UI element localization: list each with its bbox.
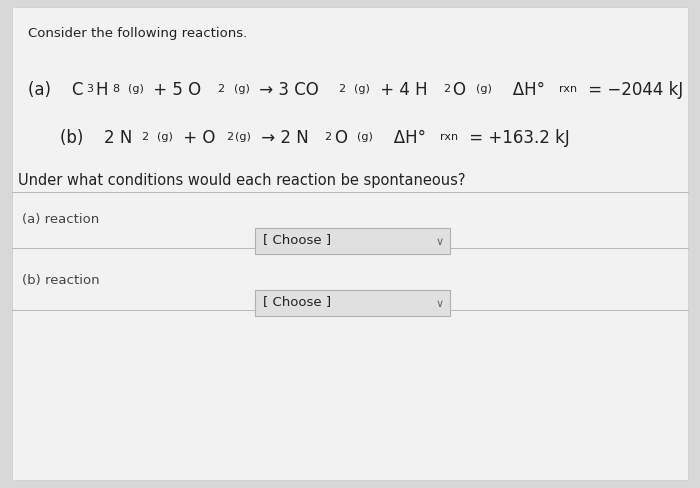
Text: ∨: ∨ [436, 298, 444, 308]
Text: 2: 2 [324, 132, 332, 142]
Text: rxn: rxn [559, 84, 578, 94]
Text: 2: 2 [338, 84, 345, 94]
Text: = −2044 kJ: = −2044 kJ [582, 81, 683, 99]
Text: O: O [452, 81, 466, 99]
Text: → 3 CO: → 3 CO [254, 81, 319, 99]
Text: 2: 2 [218, 84, 225, 94]
Text: H: H [95, 81, 108, 99]
Text: (g): (g) [354, 84, 370, 94]
Text: (g): (g) [157, 132, 173, 142]
Text: 8: 8 [112, 84, 119, 94]
Text: (g): (g) [234, 84, 249, 94]
Text: = +163.2 kJ: = +163.2 kJ [464, 129, 570, 147]
Text: [ Choose ]: [ Choose ] [263, 232, 331, 245]
FancyBboxPatch shape [255, 290, 450, 316]
Text: ΔH°: ΔH° [497, 81, 545, 99]
Text: (g): (g) [128, 84, 144, 94]
Text: Consider the following reactions.: Consider the following reactions. [28, 27, 247, 40]
Text: [ Choose ]: [ Choose ] [263, 294, 331, 307]
Text: (a): (a) [28, 81, 62, 99]
Text: C: C [71, 81, 83, 99]
Text: + 4 H: + 4 H [375, 81, 428, 99]
Text: → 2 N: → 2 N [256, 129, 309, 147]
Text: Under what conditions would each reaction be spontaneous?: Under what conditions would each reactio… [18, 173, 466, 187]
Text: ∨: ∨ [436, 237, 444, 246]
Text: O: O [334, 129, 346, 147]
Text: (b) reaction: (b) reaction [22, 273, 99, 286]
Text: + 5 O: + 5 O [148, 81, 202, 99]
Text: (g): (g) [358, 132, 373, 142]
Text: ΔH°: ΔH° [378, 129, 426, 147]
Text: (b): (b) [60, 129, 94, 147]
Text: 2: 2 [443, 84, 450, 94]
Text: + O: + O [178, 129, 215, 147]
Text: 2: 2 [226, 132, 233, 142]
Text: (g): (g) [235, 132, 251, 142]
Text: rxn: rxn [440, 132, 458, 142]
Text: 2 N: 2 N [104, 129, 132, 147]
FancyBboxPatch shape [12, 8, 688, 480]
Text: 2: 2 [141, 132, 148, 142]
Text: (a) reaction: (a) reaction [22, 213, 99, 225]
Text: 3: 3 [86, 84, 93, 94]
FancyBboxPatch shape [255, 228, 450, 254]
Text: (g): (g) [476, 84, 492, 94]
